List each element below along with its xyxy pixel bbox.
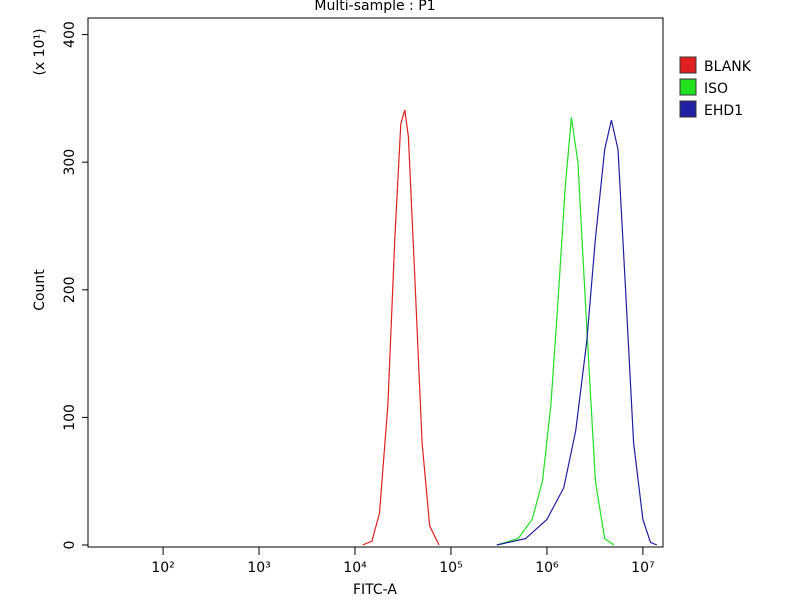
legend-label: EHD1 — [704, 103, 743, 119]
x-tick-label: 10⁵ — [439, 560, 462, 576]
x-tick-label: 10⁷ — [631, 560, 654, 576]
y-tick-label: 0 — [62, 541, 78, 550]
y-tick-label: 300 — [62, 149, 78, 176]
y-axis-label: Count — [32, 269, 48, 311]
legend-label: BLANK — [704, 59, 752, 75]
chart-title: Multi-sample : P1 — [314, 0, 435, 14]
y-tick-label: 400 — [62, 21, 78, 48]
legend-label: ISO — [704, 81, 728, 97]
x-tick-label: 10⁴ — [343, 560, 367, 576]
x-tick-label: 10³ — [247, 560, 270, 576]
legend-swatch — [679, 100, 697, 118]
histogram-line — [496, 119, 658, 546]
legend-swatch — [679, 56, 697, 74]
x-axis-label: FITC-A — [353, 582, 397, 598]
y-tick-label: 200 — [62, 276, 78, 303]
histogram-line — [362, 109, 440, 546]
x-tick-label: 10² — [151, 560, 174, 576]
y-tick-label: 100 — [62, 404, 78, 431]
histogram-line — [496, 117, 615, 546]
legend-swatch — [679, 78, 697, 96]
x-tick-label: 10⁶ — [535, 560, 559, 576]
y-multiplier: (x 10¹) — [32, 28, 48, 75]
plot-frame — [87, 17, 664, 548]
